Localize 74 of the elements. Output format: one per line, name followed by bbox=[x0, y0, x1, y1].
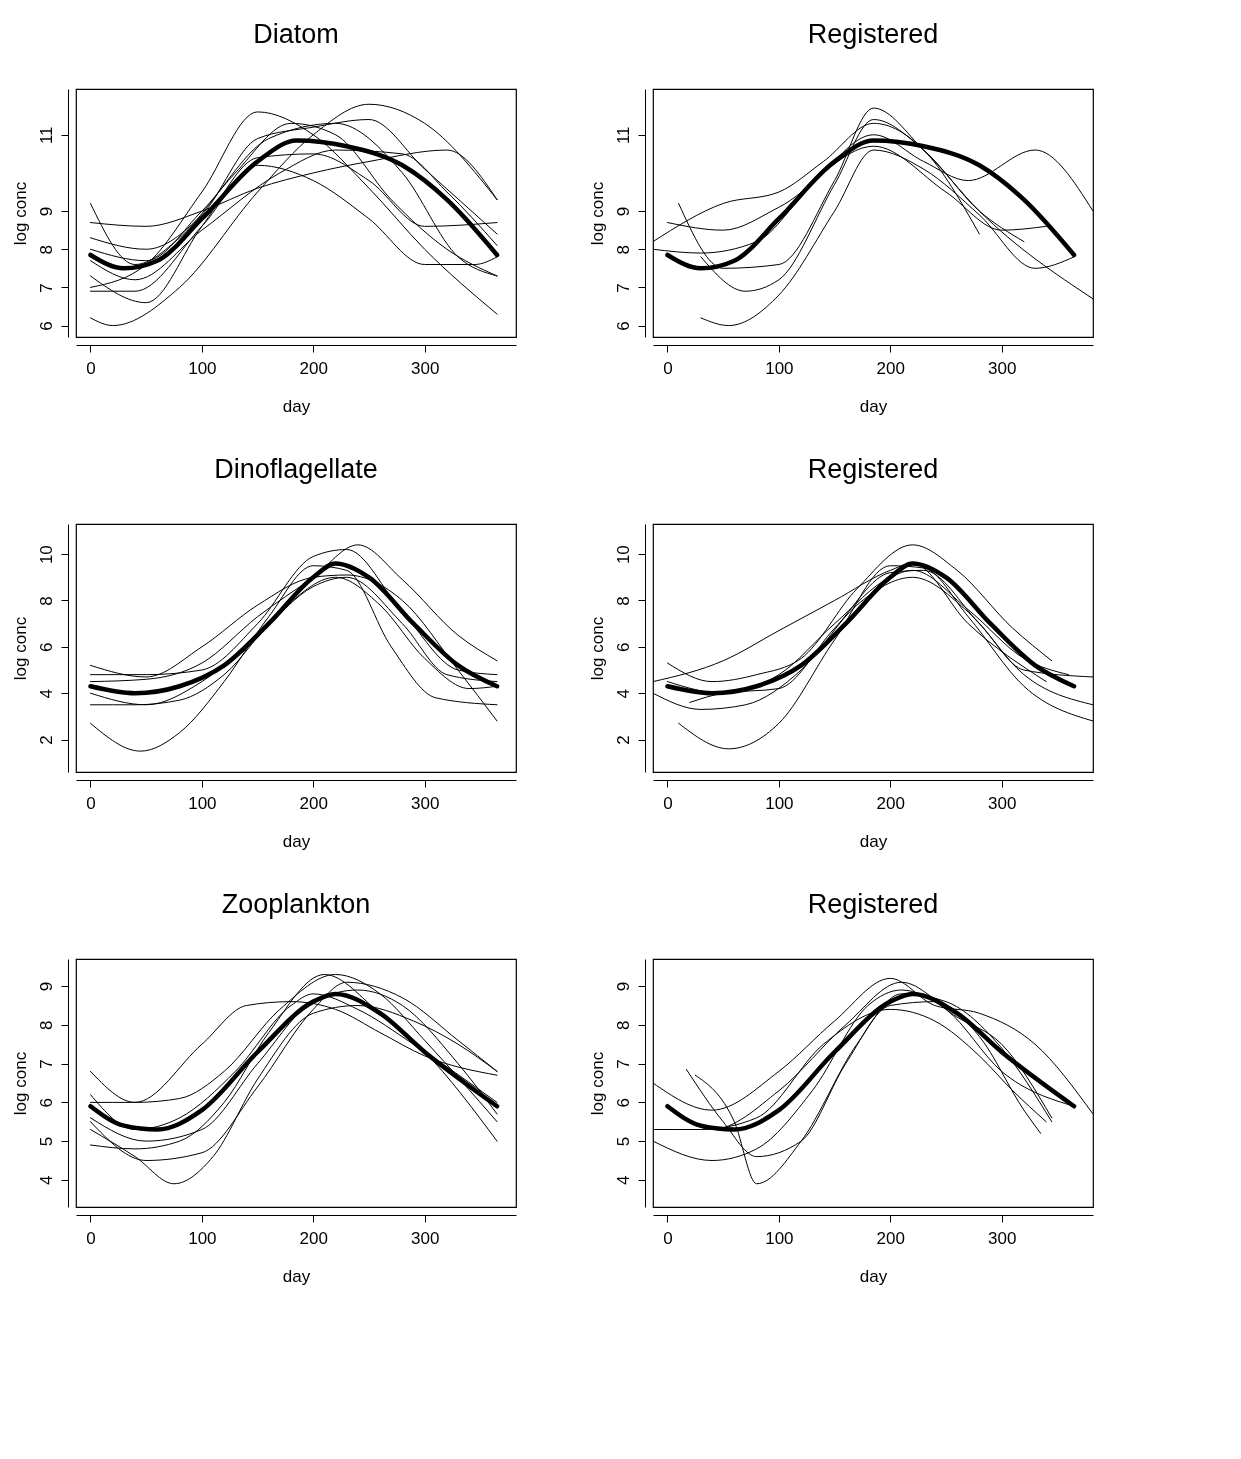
y-tick-label: 6 bbox=[36, 321, 56, 331]
chart-title: Diatom bbox=[253, 19, 339, 49]
x-tick-label: 100 bbox=[188, 358, 217, 378]
y-tick-label: 9 bbox=[36, 981, 56, 992]
y-tick-label: 7 bbox=[36, 283, 56, 293]
y-axis-title: log conc bbox=[587, 616, 607, 681]
x-axis-title: day bbox=[859, 1266, 888, 1286]
y-tick-label: 6 bbox=[36, 1098, 56, 1108]
chart-title: Dinoflagellate bbox=[214, 454, 378, 484]
y-axis-title: log conc bbox=[587, 1051, 607, 1116]
y-tick-label: 8 bbox=[36, 1020, 56, 1031]
x-tick-label: 300 bbox=[410, 793, 440, 813]
y-tick-label: 7 bbox=[613, 1059, 633, 1069]
x-tick-label: 100 bbox=[765, 1228, 794, 1248]
x-axis-title: day bbox=[282, 396, 311, 416]
x-tick-label: 300 bbox=[987, 1228, 1017, 1248]
x-tick-label: 300 bbox=[987, 358, 1017, 378]
y-tick-label: 6 bbox=[613, 321, 633, 331]
x-tick-label: 200 bbox=[876, 358, 905, 378]
x-axis-title: day bbox=[859, 396, 888, 416]
x-tick-label: 200 bbox=[876, 793, 905, 813]
x-tick-label: 0 bbox=[86, 1228, 96, 1248]
x-tick-label: 300 bbox=[987, 793, 1017, 813]
x-tick-label: 100 bbox=[765, 793, 794, 813]
y-tick-label: 8 bbox=[36, 245, 56, 255]
y-tick-label: 9 bbox=[613, 981, 633, 992]
y-tick-label: 4 bbox=[36, 688, 56, 699]
y-tick-label: 11 bbox=[613, 126, 633, 145]
x-axis-title: day bbox=[859, 831, 888, 851]
y-axis-title: log conc bbox=[10, 181, 30, 246]
y-tick-label: 5 bbox=[613, 1136, 633, 1147]
y-tick-label: 8 bbox=[613, 245, 633, 255]
x-axis-title: day bbox=[282, 1266, 311, 1286]
y-tick-label: 11 bbox=[36, 126, 56, 145]
chart-title: Registered bbox=[807, 889, 939, 919]
x-tick-label: 300 bbox=[410, 1228, 440, 1248]
y-tick-label: 4 bbox=[613, 1175, 633, 1186]
x-tick-label: 0 bbox=[86, 358, 96, 378]
y-tick-label: 8 bbox=[613, 596, 633, 606]
chart-title: Zooplankton bbox=[221, 889, 371, 919]
x-tick-label: 0 bbox=[663, 1228, 673, 1248]
y-tick-label: 5 bbox=[36, 1136, 56, 1147]
x-tick-label: 0 bbox=[663, 793, 673, 813]
y-tick-label: 7 bbox=[36, 1059, 56, 1069]
x-tick-label: 200 bbox=[299, 1228, 328, 1248]
y-tick-label: 9 bbox=[613, 206, 633, 217]
y-tick-label: 2 bbox=[36, 735, 56, 745]
x-tick-label: 200 bbox=[299, 358, 328, 378]
x-tick-label: 0 bbox=[663, 358, 673, 378]
x-tick-label: 100 bbox=[188, 1228, 217, 1248]
y-tick-label: 4 bbox=[613, 688, 633, 699]
y-tick-label: 8 bbox=[613, 1020, 633, 1031]
x-axis-title: day bbox=[282, 831, 311, 851]
y-axis-title: log conc bbox=[587, 181, 607, 246]
chart-title: Registered bbox=[807, 19, 939, 49]
x-tick-label: 200 bbox=[876, 1228, 905, 1248]
x-tick-label: 100 bbox=[188, 793, 217, 813]
y-axis-title: log conc bbox=[10, 616, 30, 681]
y-tick-label: 10 bbox=[36, 545, 56, 565]
y-tick-label: 9 bbox=[36, 206, 56, 217]
y-tick-label: 6 bbox=[36, 642, 56, 653]
y-tick-label: 10 bbox=[613, 545, 633, 565]
y-tick-label: 6 bbox=[613, 1098, 633, 1108]
x-tick-label: 100 bbox=[765, 358, 794, 378]
x-tick-label: 300 bbox=[410, 358, 440, 378]
y-tick-label: 8 bbox=[36, 596, 56, 606]
y-tick-label: 4 bbox=[36, 1175, 56, 1186]
chart-title: Registered bbox=[807, 454, 939, 484]
y-tick-label: 2 bbox=[613, 735, 633, 745]
y-tick-label: 7 bbox=[613, 283, 633, 293]
x-tick-label: 200 bbox=[299, 793, 328, 813]
y-tick-label: 6 bbox=[613, 642, 633, 653]
x-tick-label: 0 bbox=[86, 793, 96, 813]
y-axis-title: log conc bbox=[10, 1051, 30, 1116]
